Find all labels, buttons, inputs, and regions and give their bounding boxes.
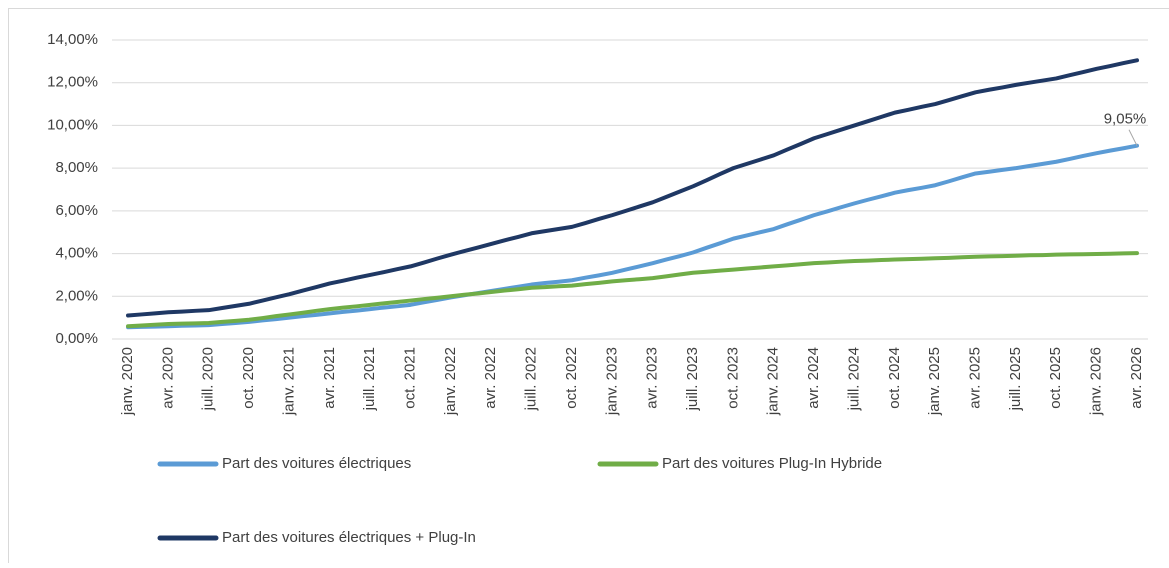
x-tick-label: janv. 2020 (119, 347, 136, 416)
x-tick-label: janv. 2024 (765, 347, 782, 416)
x-tick-label: oct. 2024 (886, 347, 903, 409)
x-tick-label: avr. 2024 (805, 347, 822, 409)
x-tick-label: avr. 2021 (321, 347, 338, 409)
x-tick-label: juill. 2023 (684, 347, 701, 411)
x-tick-label: oct. 2023 (724, 347, 741, 409)
x-tick-label: avr. 2023 (644, 347, 661, 409)
x-tick-label: oct. 2020 (240, 347, 257, 409)
y-tick-label: 6,00% (55, 202, 98, 219)
x-tick-label: janv. 2022 (442, 347, 459, 416)
x-tick-label: oct. 2022 (563, 347, 580, 409)
legend-label: Part des voitures électriques + Plug-In (222, 529, 476, 546)
x-tick-label: janv. 2025 (926, 347, 943, 416)
x-tick-label: juill. 2020 (200, 347, 217, 411)
y-tick-label: 0,00% (55, 330, 98, 347)
y-tick-label: 2,00% (55, 287, 98, 304)
y-tick-label: 12,00% (47, 74, 98, 91)
y-tick-label: 10,00% (47, 116, 98, 133)
x-tick-label: avr. 2020 (159, 347, 176, 409)
x-tick-label: oct. 2025 (1047, 347, 1064, 409)
x-tick-label: avr. 2025 (967, 347, 984, 409)
data-label: 9,05% (1104, 111, 1147, 128)
legend-label: Part des voitures électriques (222, 455, 411, 472)
x-tick-label: juill. 2024 (845, 347, 862, 411)
x-tick-label: avr. 2026 (1128, 347, 1145, 409)
y-tick-label: 14,00% (47, 31, 98, 48)
x-tick-label: janv. 2023 (603, 347, 620, 416)
x-tick-label: janv. 2021 (280, 347, 297, 416)
x-tick-label: juill. 2025 (1007, 347, 1024, 411)
y-tick-label: 8,00% (55, 159, 98, 176)
x-tick-label: juill. 2021 (361, 347, 378, 411)
legend-label: Part des voitures Plug-In Hybride (662, 455, 882, 472)
x-tick-label: juill. 2022 (523, 347, 540, 411)
x-tick-label: avr. 2022 (482, 347, 499, 409)
y-tick-label: 4,00% (55, 245, 98, 262)
x-tick-label: janv. 2026 (1088, 347, 1105, 416)
x-tick-label: oct. 2021 (401, 347, 418, 409)
